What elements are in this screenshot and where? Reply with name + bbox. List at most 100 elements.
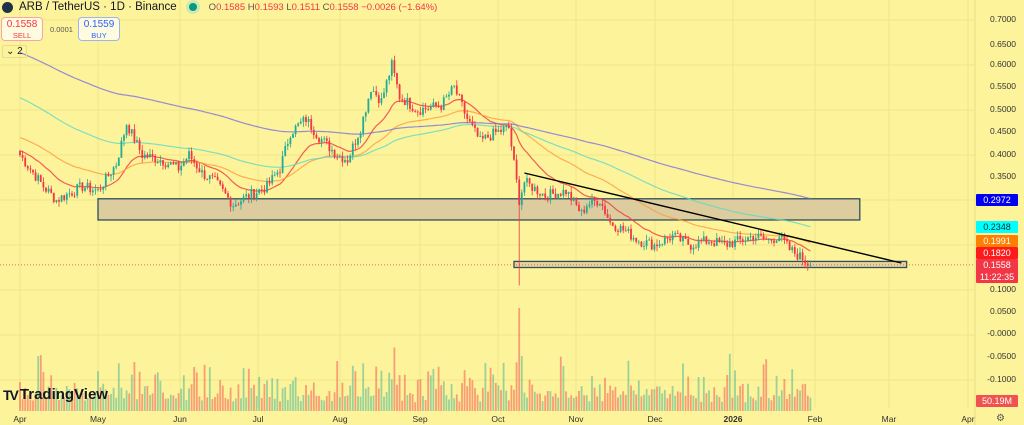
volume-bar [344,396,346,411]
candle-body [247,194,250,199]
buy-button[interactable]: 0.1559 BUY [78,17,120,41]
candle-body [91,190,94,193]
volume-bar [554,393,557,411]
volume-bar [656,386,658,411]
volume-bar [671,385,674,411]
volume-bar [416,379,419,411]
candle-body [37,175,40,181]
indicators-toggle[interactable]: ⌄ 2 [2,45,27,58]
volume-bar [302,395,305,411]
volume-bar [463,370,466,411]
sell-button[interactable]: 0.1558 SELL [1,17,43,41]
volume-bar [141,393,144,411]
candle-body [788,241,791,251]
symbol-title[interactable]: ARB / TetherUS · 1D · Binance [19,1,177,13]
volume-bar [767,398,770,411]
candle-body [526,178,528,183]
volume-bar [606,392,609,411]
candle-body [801,252,804,261]
volume-bar [68,389,71,411]
candle-body [539,194,541,196]
volume-bar [552,396,554,411]
price-tag: 0.2348 [976,221,1018,233]
candle-body [305,117,307,123]
volume-bar [775,375,778,411]
volume-bar [115,397,118,411]
candle-body [344,159,346,163]
volume-bar [523,392,526,411]
volume-bar [734,370,736,411]
candle-body [297,123,300,126]
candle-body [440,106,443,110]
volume-bar [29,399,32,411]
volume-bar [390,379,393,411]
volume-bar [752,398,755,411]
volume-bar [726,374,729,411]
candle-body [253,189,255,199]
volume-bar [788,394,791,411]
candle-body [559,193,562,196]
candle-body [708,242,710,244]
volume-bar [448,399,450,411]
volume-bar [684,395,687,411]
x-tick-label: Feb [807,414,823,424]
candle-body [632,237,635,240]
volume-bar [650,389,653,411]
volume-bar [601,401,604,411]
candle-body [666,237,669,239]
candle-body [315,135,318,139]
candle-body [754,237,757,241]
candle-body [203,170,206,179]
candle-body [227,193,229,198]
candle-body [273,174,276,176]
candle-body [388,75,391,81]
volume-bar [502,362,505,411]
candle-body [416,111,419,113]
volume-bar [104,389,107,411]
volume-bar [669,393,671,411]
candle-body [351,143,354,156]
candle-body [325,138,328,141]
candle-body [364,112,367,117]
candle-body [24,157,27,167]
volume-bar [310,390,313,411]
candle-body [429,107,432,110]
volume-bar [661,393,664,411]
volume-bar [455,394,458,411]
candle-body [422,107,424,115]
candle-body [245,194,248,197]
volume-bar [679,392,682,411]
candle-body [489,137,492,141]
candle-body [640,241,643,247]
volume-bar [208,367,211,411]
candle-body [354,143,357,145]
volume-bar [94,391,97,411]
candle-body [635,237,638,242]
candle-body [760,233,762,236]
volume-bar [765,359,768,411]
volume-bar [414,402,417,411]
volume-bar [715,394,718,411]
candle-body [448,94,450,97]
volume-bar [45,397,47,411]
candle-body [617,230,619,232]
volume-bar [312,382,315,411]
volume-bar [102,383,105,411]
volume-bar [359,396,362,411]
candle-body [583,209,586,213]
volume-bar [666,398,669,411]
settings-gear-icon[interactable]: ⚙ [996,413,1005,424]
volume-bar [216,393,219,411]
candle-body [487,134,489,138]
candle-body [159,160,162,162]
candle-body [578,204,580,211]
volume-bar [172,395,175,411]
candle-body [466,113,469,120]
volume-bar [219,380,222,411]
volume-bar [182,375,185,411]
volume-bar [526,397,528,411]
volume-bar [284,387,287,411]
candle-body [149,154,151,158]
volume-bar [406,395,409,411]
